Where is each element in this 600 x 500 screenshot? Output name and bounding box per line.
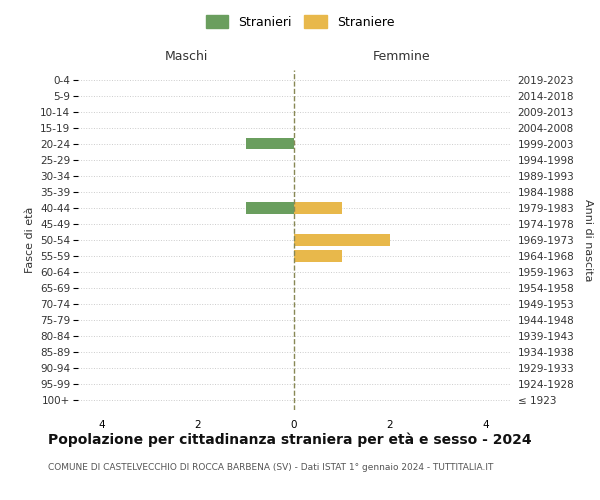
Y-axis label: Fasce di età: Fasce di età <box>25 207 35 273</box>
Bar <box>294 250 342 262</box>
Bar <box>294 202 342 213</box>
Text: COMUNE DI CASTELVECCHIO DI ROCCA BARBENA (SV) - Dati ISTAT 1° gennaio 2024 - TUT: COMUNE DI CASTELVECCHIO DI ROCCA BARBENA… <box>48 462 493 471</box>
Text: Femmine: Femmine <box>373 50 431 62</box>
Text: Maschi: Maschi <box>164 50 208 62</box>
Y-axis label: Anni di nascita: Anni di nascita <box>583 198 593 281</box>
Bar <box>294 234 390 246</box>
Text: Popolazione per cittadinanza straniera per età e sesso - 2024: Popolazione per cittadinanza straniera p… <box>48 432 532 447</box>
Bar <box>246 138 294 149</box>
Bar <box>246 202 294 213</box>
Legend: Stranieri, Straniere: Stranieri, Straniere <box>202 11 398 32</box>
